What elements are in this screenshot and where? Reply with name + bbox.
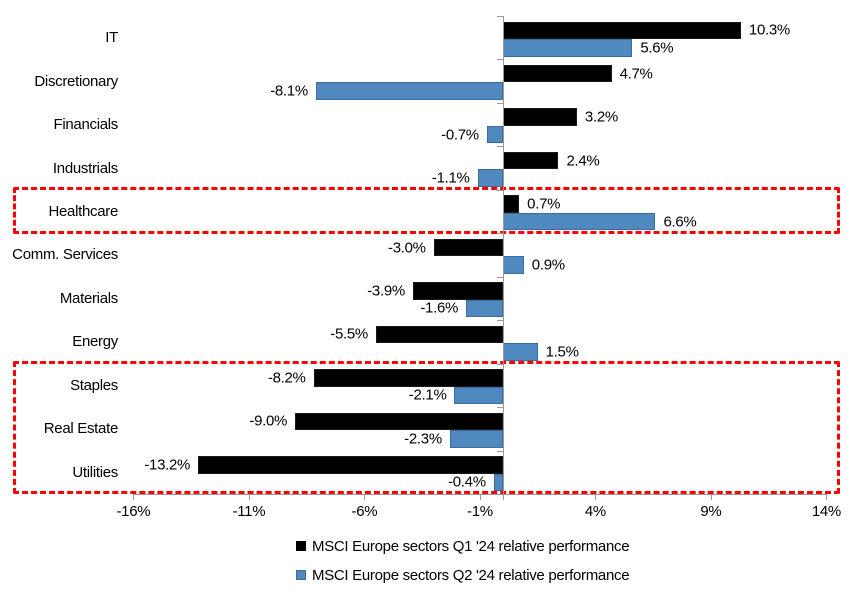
bar-q1 <box>433 238 503 257</box>
legend-swatch-q1 <box>296 541 306 551</box>
legend-label-q2: MSCI Europe sectors Q2 '24 relative perf… <box>312 566 630 584</box>
value-label-q1: -5.5% <box>330 325 368 343</box>
y-axis-tick <box>497 16 503 17</box>
value-label-q1: 0.7% <box>527 195 561 213</box>
value-label-q2: 1.5% <box>545 343 579 361</box>
y-axis-tick <box>497 146 503 148</box>
category-label: Comm. Services <box>12 246 118 264</box>
bar-q2 <box>503 39 633 57</box>
y-axis-tick <box>497 276 503 278</box>
value-label-q2: 0.9% <box>531 256 565 274</box>
y-axis-tick <box>497 189 503 191</box>
value-label-q2: -2.1% <box>408 386 447 404</box>
legend-label-q1: MSCI Europe sectors Q1 '24 relative perf… <box>312 537 630 555</box>
legend-swatch-q2 <box>296 570 306 580</box>
category-label: Industrials <box>52 159 118 177</box>
bar-q1 <box>313 369 503 387</box>
x-tick-label: 9% <box>700 503 722 520</box>
bar-q1 <box>503 108 577 126</box>
value-label-q2: -8.1% <box>270 82 308 100</box>
x-tick-label: -16% <box>116 503 151 520</box>
value-label-q2: -0.4% <box>448 473 486 491</box>
category-label: Healthcare <box>48 203 118 221</box>
value-label-q1: 3.2% <box>584 108 618 126</box>
bar-q1 <box>295 412 503 431</box>
bar-q2 <box>466 299 503 318</box>
bar-q2 <box>503 212 656 231</box>
x-tick-label: 4% <box>584 503 606 520</box>
value-label-q2: -1.6% <box>420 299 459 317</box>
bar-q2 <box>486 125 503 144</box>
legend-item-q2: MSCI Europe sectors Q2 '24 relative perf… <box>296 564 630 586</box>
bar-q2 <box>477 169 503 187</box>
x-axis-tick <box>710 494 712 500</box>
highlight-box-1 <box>13 187 840 235</box>
bar-q1 <box>412 282 503 300</box>
bar-q1 <box>503 195 520 213</box>
value-label-q1: -8.2% <box>267 369 306 387</box>
category-label: IT <box>105 29 118 47</box>
bar-q1 <box>503 151 559 170</box>
y-axis-tick <box>497 450 503 452</box>
y-axis-tick <box>497 59 503 61</box>
x-axis-tick <box>133 494 135 500</box>
value-label-q2: -1.1% <box>431 169 470 187</box>
value-label-q2: -0.7% <box>441 126 479 144</box>
bar-q1 <box>375 325 503 344</box>
highlight-box-2 <box>13 361 840 494</box>
y-axis-tick <box>497 320 503 322</box>
category-label: Utilities <box>72 463 118 481</box>
bar-q2 <box>449 430 503 448</box>
value-label-q2: 5.6% <box>640 39 674 57</box>
value-label-q1: 10.3% <box>748 21 790 39</box>
category-label: Financials <box>53 116 118 134</box>
y-axis-tick <box>497 102 503 104</box>
bar-q1 <box>503 21 741 39</box>
x-tick-label: -11% <box>232 503 266 520</box>
x-axis-tick <box>826 494 828 500</box>
y-axis-tick <box>497 233 503 235</box>
y-axis-tick <box>497 363 503 365</box>
bar-q2 <box>315 82 503 100</box>
bar-q1 <box>503 64 612 83</box>
x-tick-label: 14% <box>811 503 841 520</box>
category-label: Discretionary <box>34 72 118 90</box>
x-axis-tick <box>479 494 481 500</box>
bar-q2 <box>503 256 524 274</box>
category-label: Energy <box>72 333 118 351</box>
value-label-q2: 6.6% <box>663 213 697 231</box>
value-label-q2: -2.3% <box>404 430 442 448</box>
value-label-q1: -3.9% <box>367 282 405 300</box>
category-label: Real Estate <box>43 420 119 438</box>
x-tick-label: -6% <box>351 503 378 520</box>
value-label-q1: 2.4% <box>566 152 600 170</box>
x-axis-tick <box>364 494 366 500</box>
bar-q1 <box>198 456 503 474</box>
bar-q2 <box>454 386 503 405</box>
legend-item-q1: MSCI Europe sectors Q1 '24 relative perf… <box>296 535 630 557</box>
legend: MSCI Europe sectors Q1 '24 relative perf… <box>296 535 630 593</box>
category-label: Staples <box>70 376 118 394</box>
x-tick-label: -1% <box>467 503 493 520</box>
bar-q2 <box>493 473 503 492</box>
x-axis-tick <box>248 494 250 500</box>
value-label-q1: -9.0% <box>249 412 288 430</box>
category-label: Materials <box>59 289 118 307</box>
value-label-q1: 4.7% <box>619 65 653 83</box>
bar-q2 <box>503 343 538 361</box>
x-axis-tick <box>595 494 597 500</box>
value-label-q1: -3.0% <box>388 239 426 257</box>
value-label-q1: -13.2% <box>144 456 191 474</box>
y-axis-tick <box>497 407 503 409</box>
y-axis-line <box>503 16 504 500</box>
